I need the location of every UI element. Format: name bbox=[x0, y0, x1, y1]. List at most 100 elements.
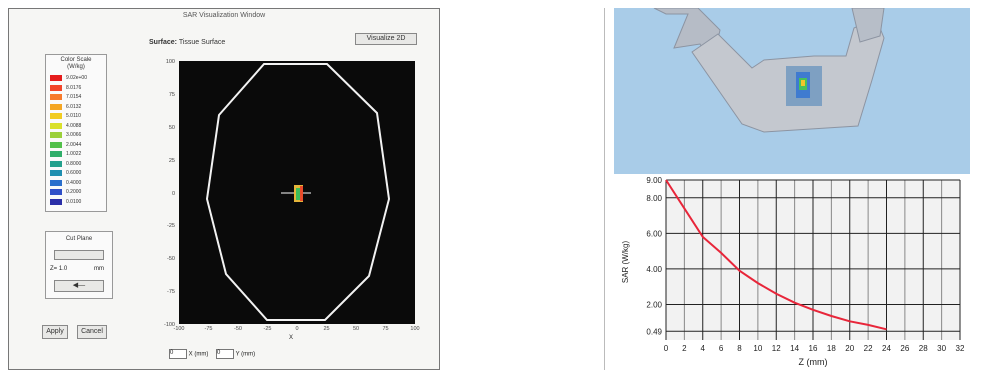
sar-depth-curve bbox=[665, 179, 887, 331]
color-scale-value: 0.4000 bbox=[66, 179, 82, 186]
color-scale-value: 5.0110 bbox=[66, 113, 81, 119]
cancel-button[interactable]: Cancel bbox=[77, 325, 107, 339]
position-fields: 0 X (mm) 0 Y (mm) bbox=[169, 349, 255, 359]
cut-plane-panel: Cut Plane Z= 1.0 mm ◀— bbox=[45, 231, 113, 299]
chart-x-tick-label: 26 bbox=[900, 344, 909, 353]
color-scale-swatch bbox=[50, 141, 62, 148]
plot-y-tick: -50 bbox=[167, 256, 175, 263]
phantom-right-arm bbox=[851, 8, 885, 43]
chart-x-tick-label: 2 bbox=[682, 344, 687, 353]
color-scale-value: 4.0088 bbox=[66, 122, 82, 129]
surface-label: Surface: bbox=[149, 39, 178, 46]
cut-plane-slider[interactable] bbox=[54, 250, 104, 260]
chart-x-tick-label: 22 bbox=[864, 344, 873, 353]
apply-button[interactable]: Apply bbox=[42, 325, 68, 339]
window-title: SAR Visualization Window bbox=[182, 12, 266, 19]
color-scale-value: 9.02e+00 bbox=[66, 75, 87, 81]
chart-y-tick-label: 0.49 bbox=[646, 327, 662, 336]
plot-x-tick: 0 bbox=[295, 326, 299, 332]
color-scale-swatch bbox=[50, 84, 62, 91]
sar-window: SAR Visualization Window Surface: Tissue… bbox=[8, 8, 440, 370]
color-scale-swatch bbox=[50, 189, 62, 195]
color-scale-value: 0.8000 bbox=[66, 160, 82, 167]
chart-y-tick-label: 4.00 bbox=[646, 265, 662, 274]
y-position-input[interactable]: 0 bbox=[216, 349, 235, 359]
cut-plane-title: Cut Plane bbox=[65, 236, 93, 242]
sar-hotspot-3d-max bbox=[801, 80, 805, 86]
sar-2d-plot bbox=[179, 61, 415, 324]
chart-grid bbox=[665, 179, 961, 340]
plot-x-tick: 75 bbox=[382, 326, 389, 332]
plot-y-tick: -25 bbox=[167, 223, 175, 230]
chart-x-tick-label: 12 bbox=[772, 344, 781, 353]
chart-x-tick-label: 30 bbox=[937, 344, 946, 353]
color-scale-value: 2.0044 bbox=[66, 141, 82, 148]
chart-x-tick-label: 24 bbox=[882, 344, 891, 353]
surface-value: Tissue Surface bbox=[178, 39, 226, 46]
chart-y-tick-label: 6.00 bbox=[646, 229, 662, 238]
chart-x-tick-label: 6 bbox=[719, 344, 724, 353]
plot-y-tick: 50 bbox=[168, 124, 175, 131]
sar-hotspot-edge bbox=[300, 186, 303, 201]
plot-y-tick: 25 bbox=[168, 157, 175, 164]
chart-x-tick-label: 32 bbox=[956, 344, 965, 353]
cut-plane-unit: mm bbox=[94, 266, 104, 272]
x-position-input[interactable]: 0 bbox=[169, 349, 187, 359]
chart-x-label: Z (mm) bbox=[799, 357, 828, 367]
color-scale-swatch bbox=[50, 170, 62, 176]
color-scale-swatch bbox=[50, 113, 62, 119]
phantom-left-arm bbox=[653, 8, 721, 68]
color-scale-swatch bbox=[50, 151, 62, 157]
arrow-left-icon: ◀— bbox=[72, 282, 86, 289]
chart-x-tick-label: 14 bbox=[790, 344, 799, 353]
cut-plane-z-value: Z= 1.0 bbox=[50, 266, 68, 272]
y-position-unit: Y (mm) bbox=[235, 351, 256, 358]
color-scale-value: 0.6000 bbox=[66, 170, 82, 176]
color-scale-swatch bbox=[50, 132, 62, 138]
sar-depth-chart: 9.00 8.00 6.00 4.00 2.00 0.49 0 2 4 6 8 10 12 14 16 18… bbox=[614, 174, 970, 370]
chart-x-tick-label: 16 bbox=[809, 344, 818, 353]
chart-x-tick-label: 18 bbox=[827, 344, 836, 353]
color-scale-value: 0.2000 bbox=[66, 189, 82, 195]
panel-divider bbox=[604, 8, 605, 370]
plot-y-tick: 100 bbox=[165, 59, 175, 65]
chart-y-ticks: 9.00 8.00 6.00 4.00 2.00 0.49 bbox=[646, 176, 662, 336]
plot-canvas bbox=[205, 63, 391, 321]
plot-y-tick: -100 bbox=[163, 322, 175, 328]
color-scale-panel: Color Scale (W/kg) 9.02e+00 8.0176 7.0154 6… bbox=[45, 54, 107, 212]
cut-plane-arrow-button[interactable]: ◀— bbox=[54, 280, 104, 292]
chart-x-tick-label: 28 bbox=[919, 344, 928, 353]
color-scale-value: 3.0066 bbox=[66, 132, 82, 138]
plot-y-tick: 0 bbox=[171, 190, 175, 197]
plot-x-tick: -25 bbox=[263, 326, 272, 332]
phantom-3d-view bbox=[614, 8, 970, 174]
surface-row: Surface: Tissue Surface bbox=[149, 39, 225, 46]
color-scale-value: 1.0022 bbox=[66, 151, 82, 157]
color-scale-swatch bbox=[50, 179, 62, 186]
plot-x-tick: 25 bbox=[323, 326, 330, 332]
plot-x-tick: 100 bbox=[410, 326, 420, 332]
x-position-unit: X (mm) bbox=[188, 351, 209, 358]
chart-y-tick-label: 9.00 bbox=[646, 176, 662, 185]
plot-x-label: X bbox=[289, 335, 294, 341]
phantom-3d-canvas bbox=[653, 8, 885, 133]
color-scale-value: 8.0176 bbox=[66, 84, 82, 91]
chart-x-tick-label: 0 bbox=[664, 344, 669, 353]
color-scale-swatch bbox=[50, 103, 62, 110]
sar-depth-chart-canvas: 9.008.006.004.002.000.49 0 2 4 6 8 10 12 14 16 18… bbox=[621, 176, 965, 367]
chart-x-ticks: 0 2 4 6 8 10 12 14 16 18 20 22 24 26 28 30 32 bbox=[664, 344, 965, 353]
color-scale-title: Color Scale bbox=[60, 57, 92, 63]
chart-x-tick-label: 20 bbox=[845, 344, 854, 353]
color-scale-swatch bbox=[50, 94, 62, 100]
color-scale-swatch bbox=[50, 160, 62, 167]
chart-x-tick-label: 8 bbox=[737, 344, 742, 353]
plot-x-tick: -75 bbox=[204, 326, 213, 332]
visualize-button[interactable]: Visualize 2D bbox=[355, 33, 417, 45]
chart-x-tick-label: 10 bbox=[753, 344, 762, 353]
chart-y-tick-label: 2.00 bbox=[646, 300, 662, 309]
plot-y-tick: -75 bbox=[167, 289, 175, 296]
chart-y-label: SAR (W/kg) bbox=[621, 241, 630, 284]
sar-hotspot-core bbox=[296, 188, 300, 200]
plot-x-tick: -50 bbox=[234, 326, 242, 332]
color-scale-value: 0.0100 bbox=[66, 198, 82, 205]
